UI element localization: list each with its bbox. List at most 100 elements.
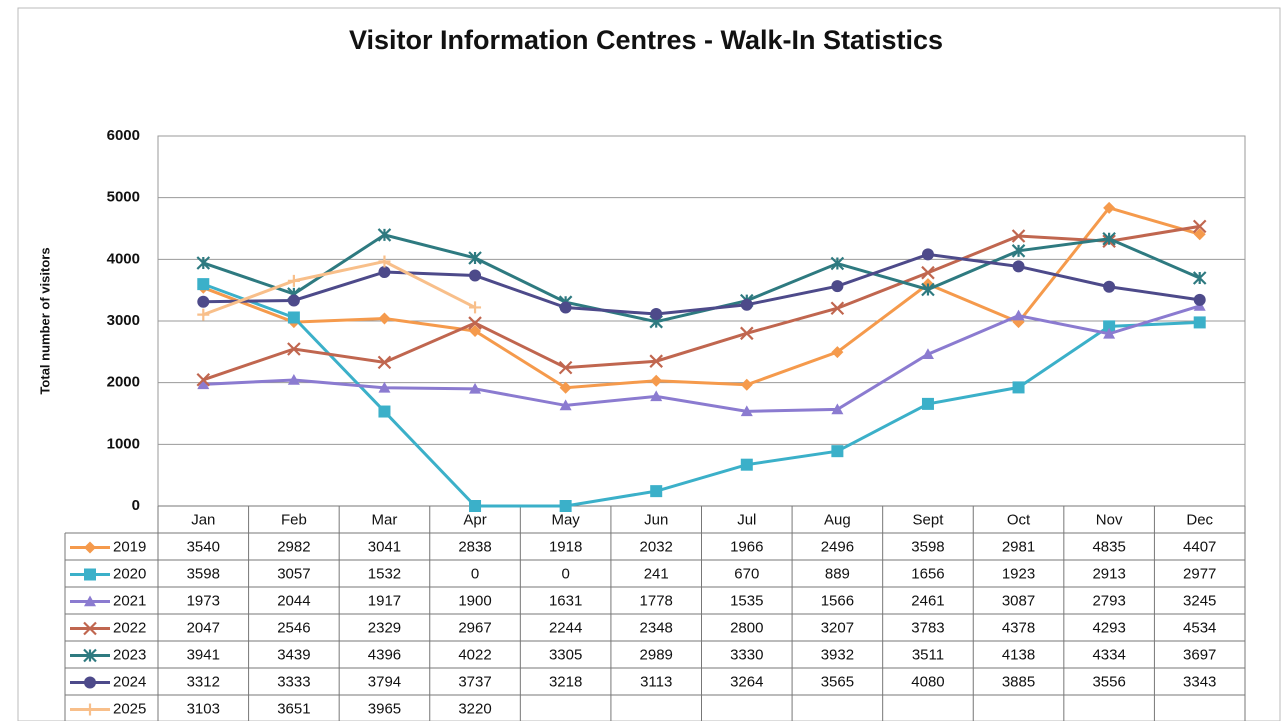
- table-cell: 2032: [640, 538, 673, 555]
- marker: [921, 248, 934, 261]
- y-tick-label: 2000: [107, 374, 140, 391]
- table-cell: 2461: [911, 592, 944, 609]
- marker: [84, 541, 96, 554]
- marker: [921, 397, 934, 410]
- marker: [650, 308, 663, 321]
- series-line: [202, 259, 476, 317]
- marker: [650, 374, 663, 387]
- marker: [1103, 327, 1116, 339]
- table-cell: 1900: [458, 592, 491, 609]
- x-tick-label: Feb: [281, 511, 307, 528]
- marker: [83, 648, 97, 663]
- series-line: [202, 282, 1200, 508]
- table-cell: 3556: [1092, 673, 1125, 690]
- marker: [831, 445, 844, 458]
- marker: [1012, 260, 1025, 273]
- marker-shape: [84, 541, 96, 554]
- marker: [378, 312, 391, 325]
- table-cell: 3598: [187, 565, 220, 582]
- marker: [378, 381, 391, 393]
- y-tick-label: 5000: [107, 189, 140, 206]
- marker-shape: [197, 378, 210, 390]
- marker-shape: [1011, 244, 1026, 258]
- marker-shape: [1012, 260, 1025, 273]
- marker-shape: [558, 360, 573, 375]
- marker-shape: [468, 251, 482, 265]
- table-cell: 3783: [911, 619, 944, 636]
- table-cell: 2793: [1092, 592, 1125, 609]
- marker: [831, 346, 844, 359]
- marker-shape: [1103, 280, 1116, 293]
- marker-shape: [559, 500, 572, 512]
- table-cell: 1631: [549, 592, 582, 609]
- table-cell: 2546: [277, 619, 310, 636]
- table-cell: 1566: [821, 592, 854, 609]
- table-cell: 3737: [458, 673, 491, 690]
- table-cell: 0: [471, 565, 479, 582]
- x-tick-label: Nov: [1096, 511, 1123, 528]
- table-cell: 4080: [911, 673, 944, 690]
- table-cell: 4835: [1092, 538, 1125, 555]
- chart-title: Visitor Information Centres - Walk-In St…: [349, 25, 943, 55]
- y-tick-label: 1000: [107, 435, 140, 452]
- marker-shape: [1012, 309, 1025, 321]
- marker-shape: [921, 265, 935, 280]
- table-cell: 3941: [187, 646, 220, 663]
- marker: [559, 301, 572, 314]
- x-tick-label: Dec: [1186, 511, 1213, 528]
- marker: [378, 266, 391, 279]
- marker: [559, 399, 572, 411]
- table-cell: 1778: [640, 592, 673, 609]
- marker: [84, 703, 96, 716]
- marker-shape: [921, 397, 934, 410]
- marker: [1193, 228, 1206, 241]
- table-cell: 2977: [1183, 565, 1216, 582]
- table-cell: 1918: [549, 538, 582, 555]
- marker-shape: [740, 378, 753, 391]
- marker: [1011, 229, 1026, 243]
- marker-shape: [1193, 293, 1206, 306]
- legend-label: 2020: [113, 565, 146, 582]
- marker-shape: [1192, 219, 1207, 234]
- table-cell: 4022: [458, 646, 491, 663]
- table-cell: 3218: [549, 673, 582, 690]
- marker: [469, 324, 482, 337]
- marker-shape: [830, 256, 845, 271]
- table-cell: 3113: [640, 673, 672, 690]
- table-cell: 889: [825, 565, 850, 582]
- table-cell: 2800: [730, 619, 763, 636]
- x-tick-label: Jun: [644, 511, 668, 528]
- marker-shape: [559, 381, 572, 394]
- marker-shape: [197, 278, 210, 291]
- marker-shape: [1103, 201, 1116, 214]
- table-cell: 3305: [549, 646, 582, 663]
- table-cell: 1973: [187, 592, 220, 609]
- marker: [1192, 219, 1207, 234]
- table-cell: 1656: [911, 565, 944, 582]
- table-cell: 4293: [1092, 619, 1125, 636]
- table-cell: 2967: [458, 619, 491, 636]
- marker-shape: [650, 485, 663, 498]
- marker: [196, 372, 211, 387]
- table-cell: 3264: [730, 673, 763, 690]
- table-cell: 1532: [368, 565, 401, 582]
- marker-shape: [469, 269, 482, 282]
- table-cell: 2838: [458, 538, 491, 555]
- legend-label: 2021: [113, 592, 146, 609]
- marker-shape: [831, 280, 844, 293]
- marker: [287, 311, 300, 324]
- table-cell: 2044: [277, 592, 310, 609]
- marker: [830, 256, 845, 271]
- marker-shape: [650, 308, 663, 321]
- marker-shape: [649, 354, 663, 368]
- marker: [469, 301, 482, 314]
- marker-shape: [831, 403, 844, 415]
- table-cell: 2982: [277, 538, 310, 555]
- table-cell: 2913: [1092, 565, 1125, 582]
- marker-shape: [83, 648, 97, 663]
- marker: [559, 381, 572, 394]
- marker-shape: [830, 301, 845, 316]
- marker: [196, 256, 211, 270]
- marker: [558, 360, 573, 375]
